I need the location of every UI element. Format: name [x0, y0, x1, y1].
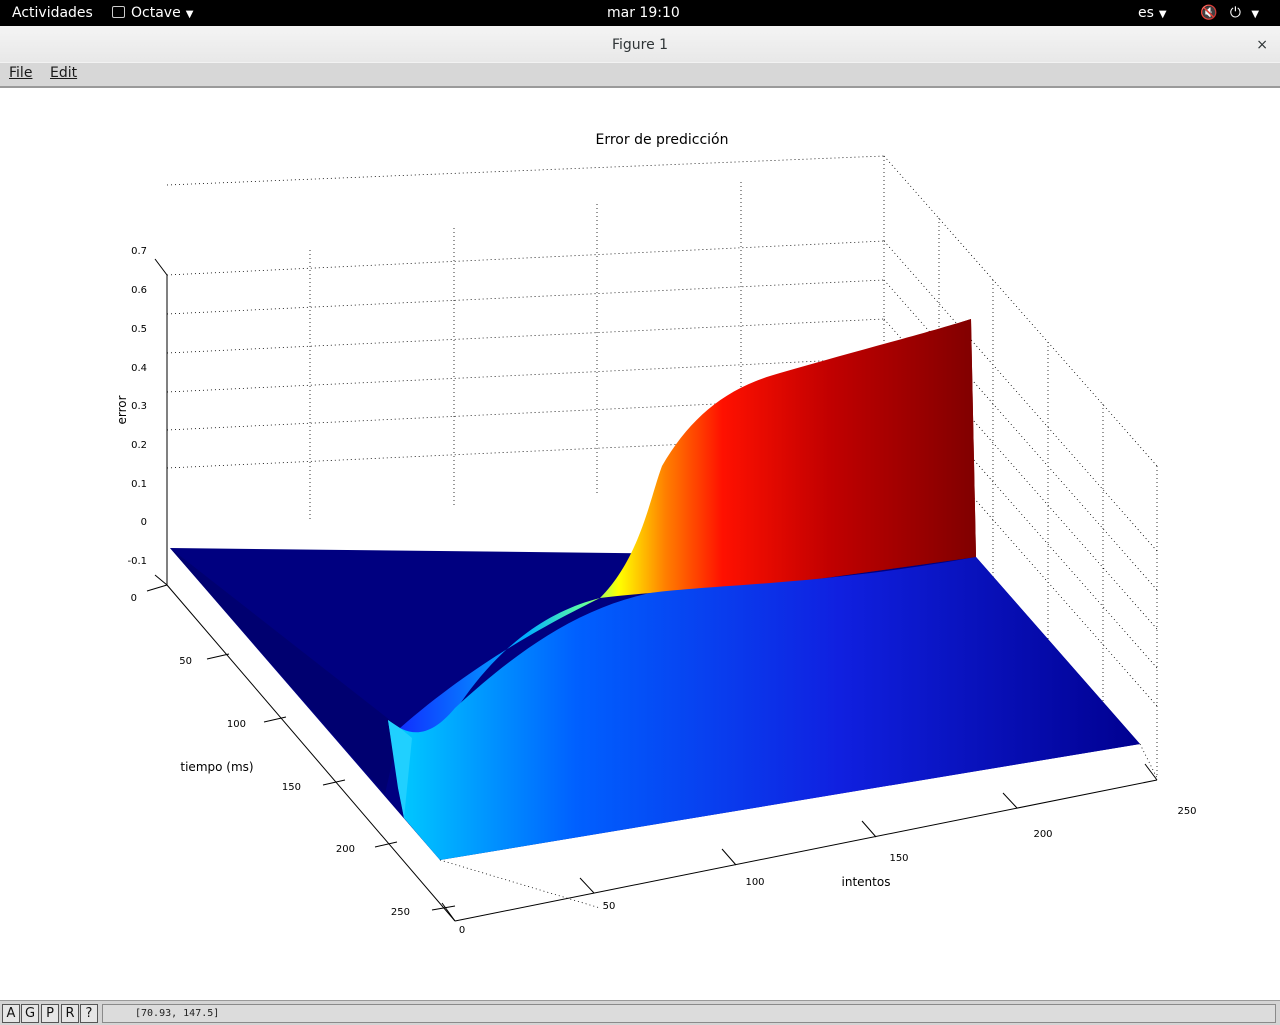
chevron-down-icon: ▼: [1158, 9, 1167, 20]
y-tick-label: 0: [131, 593, 137, 604]
system-top-bar: Actividades Octave ▼ mar 19:10 es ▼ 🔇 ⏻ ▼: [0, 0, 1280, 26]
z-tick-label: 0.2: [131, 440, 147, 451]
pan-button[interactable]: P: [41, 1004, 59, 1023]
power-icon: ⏻: [1229, 5, 1241, 21]
menu-edit[interactable]: Edit: [50, 65, 78, 81]
close-icon[interactable]: ×: [1256, 37, 1268, 53]
surface-spike: [388, 720, 412, 818]
y-tick-label: 250: [391, 907, 410, 918]
x-tick-label: 200: [1033, 829, 1052, 840]
x-axis: [441, 763, 1158, 922]
z-tick-labels: 0.7 0.6 0.5 0.4 0.3 0.2 0.1 0 -0.1: [127, 246, 147, 567]
x-tick-label: 100: [745, 877, 764, 888]
x-axis-label: intentos: [842, 875, 891, 889]
z-tick-label: 0.6: [131, 285, 147, 296]
menu-file[interactable]: File: [9, 65, 33, 81]
z-tick-label: 0.1: [131, 479, 147, 490]
surface-plot[interactable]: 0.7 0.6 0.5 0.4 0.3 0.2 0.1 0 -0.1 error: [0, 88, 1280, 1000]
z-axis-label: error: [115, 395, 129, 424]
clock[interactable]: mar 19:10: [607, 5, 680, 21]
x-tick-label: 250: [1177, 806, 1196, 817]
speaker-muted-icon: 🔇: [1200, 5, 1218, 21]
z-tick-label: 0.5: [131, 324, 147, 335]
rotate-button[interactable]: R: [61, 1004, 79, 1023]
z-tick-label: 0.3: [131, 401, 147, 412]
autoscale-button[interactable]: A: [2, 1004, 20, 1023]
statusbar: A G P R ? [70.93, 147.5]: [0, 1000, 1280, 1025]
z-tick-label: 0.7: [131, 246, 147, 257]
x-tick-label: 50: [603, 901, 616, 912]
axes-box: [166, 155, 1158, 778]
z-tick-label: -0.1: [127, 556, 147, 567]
x-tick-labels: 0 50 100 150 200 250: [459, 806, 1197, 936]
chart-title: Error de predicción: [596, 132, 729, 148]
z-axis: [154, 258, 168, 586]
z-tick-label: 0.4: [131, 363, 147, 374]
surface-front-ramp: [388, 557, 1140, 860]
y-tick-label: 150: [282, 782, 301, 793]
chevron-down-icon: ▼: [185, 9, 194, 20]
chevron-down-icon: ▼: [1251, 9, 1260, 20]
surface-ridge: [400, 319, 976, 818]
x-tick-label: 150: [889, 853, 908, 864]
help-button[interactable]: ?: [80, 1004, 98, 1023]
x-tick-label: 0: [459, 925, 465, 936]
y-tick-label: 50: [179, 656, 192, 667]
app-name: Octave: [131, 5, 181, 21]
window-title: Figure 1: [611, 37, 669, 53]
language-indicator[interactable]: es ▼: [1138, 0, 1167, 26]
app-menu[interactable]: Octave ▼: [112, 0, 193, 26]
menubar: File Edit: [0, 62, 1280, 88]
grid-button[interactable]: G: [21, 1004, 39, 1023]
system-menu[interactable]: 🔇 ⏻ ▼: [1200, 0, 1259, 26]
language-label: es: [1138, 5, 1154, 21]
z-tick-label: 0: [141, 517, 147, 528]
y-axis-label: tiempo (ms): [180, 760, 253, 774]
y-tick-label: 200: [336, 844, 355, 855]
y-tick-labels: 0 50 100 150 200 250: [131, 593, 410, 918]
activities-button[interactable]: Actividades: [12, 5, 93, 21]
terminal-icon: [112, 6, 125, 18]
figure-canvas[interactable]: 0.7 0.6 0.5 0.4 0.3 0.2 0.1 0 -0.1 error: [0, 88, 1280, 1000]
y-axis: [146, 584, 456, 922]
surface-dip: [170, 548, 400, 794]
coordinates-readout: [70.93, 147.5]: [102, 1004, 1276, 1023]
window-titlebar: Figure 1 ×: [0, 26, 1280, 63]
y-tick-label: 100: [227, 719, 246, 730]
